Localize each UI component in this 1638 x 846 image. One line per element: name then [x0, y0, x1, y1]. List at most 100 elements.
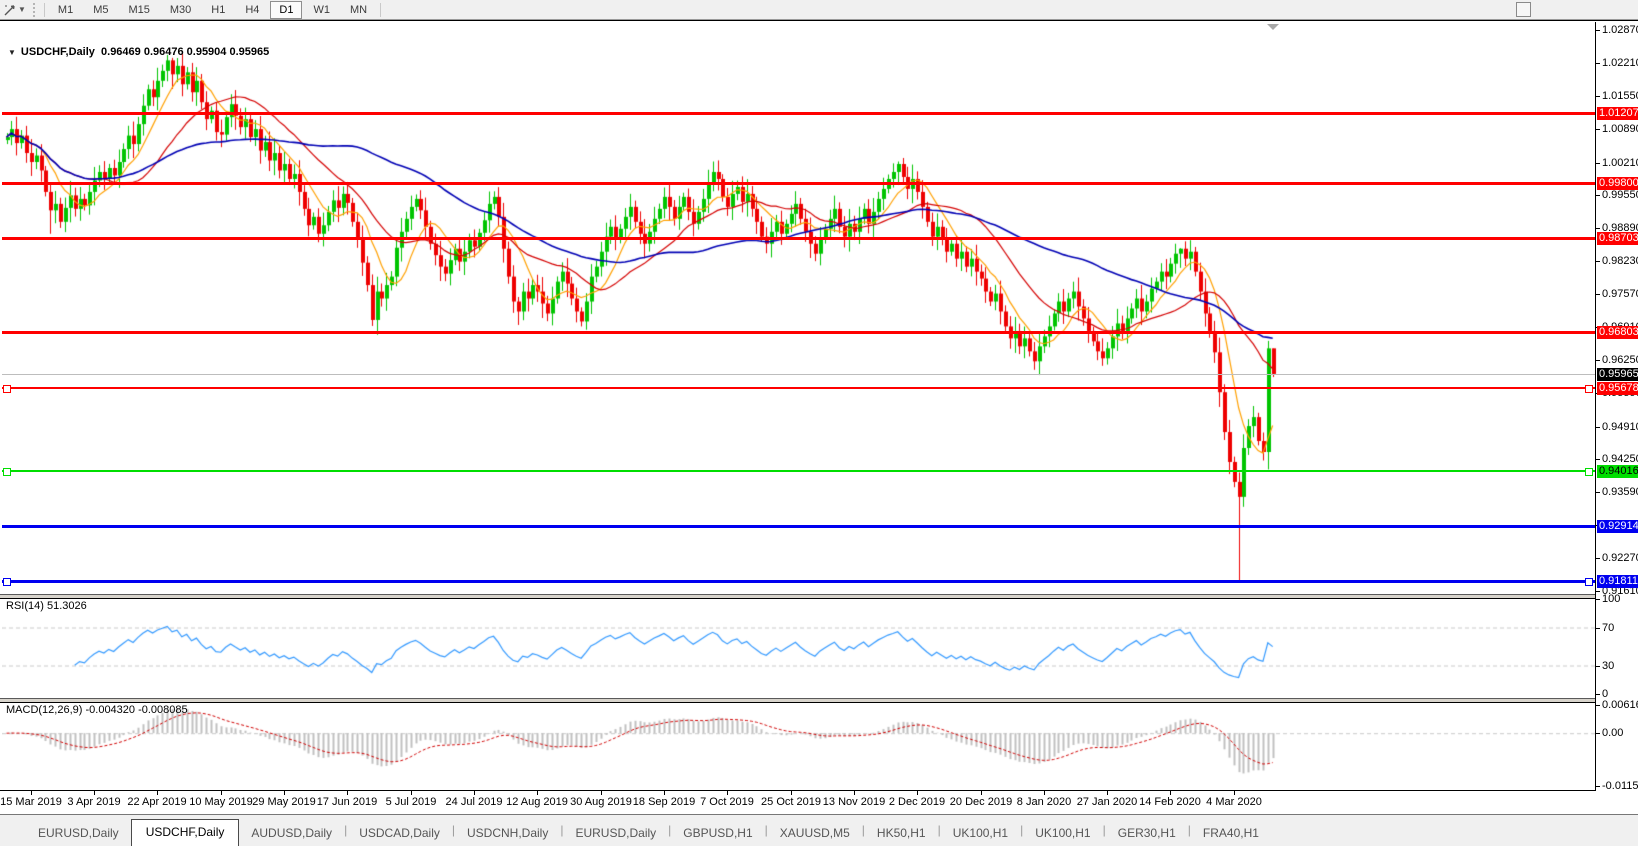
toolbar-separator — [380, 2, 382, 17]
price-hline-0.91811[interactable] — [2, 580, 1595, 583]
macd-name: MACD(12,26,9) — [6, 704, 83, 716]
toolbar-separator — [43, 2, 45, 17]
chart-tab-xauusd-m5[interactable]: XAUUSD,M5 — [779, 826, 850, 840]
axis-label: 1.02210 — [1602, 57, 1638, 69]
time-tick — [94, 791, 95, 795]
timeframe-buttons: M1 M5 M15 M30 H1 H4 D1 W1 MN — [48, 0, 377, 19]
axis-tick — [1596, 666, 1600, 667]
tab-separator: | — [861, 822, 865, 837]
price-hline-0.96803[interactable] — [2, 331, 1595, 334]
chart-dropdown-icon[interactable]: ▼ — [8, 48, 16, 57]
tab-separator: | — [1102, 822, 1106, 837]
axis-tick — [1596, 96, 1600, 97]
time-tick — [1234, 791, 1235, 795]
date-label: 10 May 2019 — [189, 796, 253, 808]
rsi-canvas[interactable] — [2, 599, 1595, 694]
time-tick — [664, 791, 665, 795]
time-tick — [981, 791, 982, 795]
date-label: 5 Jul 2019 — [385, 796, 437, 808]
chart-tab-audusd-daily[interactable]: AUDUSD,Daily — [251, 826, 333, 840]
axis-tick — [1596, 163, 1600, 164]
chart-tab-eurusd-daily[interactable]: EURUSD,Daily — [575, 826, 657, 840]
chart-tab-usdchf-daily[interactable]: USDCHF,Daily — [130, 819, 240, 846]
line-handle[interactable] — [3, 468, 11, 476]
chart-symbol: USDCHF,Daily — [20, 46, 95, 58]
chart-tab-ger30-h1[interactable]: GER30,H1 — [1117, 826, 1176, 840]
price-badge-0.99800: 0.99800 — [1597, 177, 1638, 190]
toolbar-end-grip[interactable] — [1516, 2, 1531, 17]
chart-tab-eurusd-daily[interactable]: EURUSD,Daily — [38, 826, 119, 840]
chevron-down-icon[interactable]: ▼ — [18, 5, 26, 14]
tab-separator: | — [560, 822, 564, 837]
axis-label: 1.02870 — [1602, 24, 1638, 36]
axis-label: 0.97570 — [1602, 288, 1638, 300]
axis-label: 1.00890 — [1602, 123, 1638, 135]
line-handle[interactable] — [3, 385, 11, 393]
line-handle[interactable] — [1585, 468, 1593, 476]
chart-tab-gbpusd-h1[interactable]: GBPUSD,H1 — [683, 826, 753, 840]
macd-label: MACD(12,26,9) -0.004320 -0.008085 — [6, 704, 188, 716]
time-tick — [854, 791, 855, 795]
tab-separator: | — [937, 822, 941, 837]
line-handle[interactable] — [1585, 385, 1593, 393]
pane-splitter[interactable] — [0, 594, 1596, 599]
timeframe-button-h4[interactable]: H4 — [245, 3, 260, 16]
price-hline-1.01207[interactable] — [2, 112, 1595, 115]
cursor-tool-icon[interactable] — [3, 3, 17, 17]
axis-label: 0.92270 — [1602, 552, 1638, 564]
pane-splitter[interactable] — [0, 698, 1596, 703]
axis-tick — [1596, 459, 1600, 460]
chart-tab-hk50-h1[interactable]: HK50,H1 — [876, 826, 926, 840]
window-bottom-border — [0, 814, 1638, 815]
chart-tab-usdcnh-daily[interactable]: USDCNH,Daily — [467, 826, 549, 840]
price-hline-0.94016[interactable] — [2, 470, 1595, 472]
time-tick — [157, 791, 158, 795]
date-label: 14 Feb 2020 — [1139, 796, 1201, 808]
date-label: 7 Oct 2019 — [700, 796, 754, 808]
axis-label: 0.94250 — [1602, 453, 1638, 465]
macd-canvas[interactable] — [2, 703, 1595, 789]
axis-label: 0.99550 — [1602, 189, 1638, 201]
axis-label: 0.94910 — [1602, 421, 1638, 433]
chart-tab-uk100-h1[interactable]: UK100,H1 — [1035, 826, 1091, 840]
axis-tick — [1596, 705, 1600, 706]
timeframe-button-h1[interactable]: H1 — [211, 3, 226, 16]
time-tick — [1107, 791, 1108, 795]
line-handle[interactable] — [3, 578, 11, 586]
timeframe-button-m30[interactable]: M30 — [169, 3, 192, 16]
chart-tab-uk100-h1[interactable]: UK100,H1 — [952, 826, 1009, 840]
price-axis[interactable]: 1.02870 1.02210 1.01550 1.00890 1.00210 0.995… — [1595, 22, 1638, 792]
price-hline-0.99800[interactable] — [2, 182, 1595, 185]
axis-tick — [1596, 261, 1600, 262]
axis-tick — [1596, 63, 1600, 64]
price-hline-0.92914[interactable] — [2, 525, 1595, 528]
line-handle[interactable] — [1585, 578, 1593, 586]
axis-label: -0.011531 — [1602, 780, 1638, 792]
time-tick — [1170, 791, 1171, 795]
date-label: 17 Jun 2019 — [316, 796, 378, 808]
tab-separator: | — [1187, 822, 1191, 837]
axis-tick — [1596, 591, 1600, 592]
axis-label: 0.96250 — [1602, 354, 1638, 366]
chart-shift-marker[interactable] — [1267, 24, 1279, 30]
timeframe-button-w1[interactable]: W1 — [313, 3, 330, 16]
date-label: 20 Dec 2019 — [949, 796, 1013, 808]
macd-values: -0.004320 -0.008085 — [85, 704, 188, 716]
tab-separator: | — [451, 822, 455, 837]
timeframe-button-m5[interactable]: M5 — [93, 3, 109, 16]
toolbar-grip[interactable] — [32, 2, 41, 17]
price-badge-0.91811: 0.91811 — [1597, 575, 1638, 588]
chart-tab-fra40-h1[interactable]: FRA40,H1 — [1202, 826, 1259, 840]
date-label: 13 Nov 2019 — [822, 796, 886, 808]
date-label: 30 Aug 2019 — [570, 796, 632, 808]
date-label: 3 Apr 2019 — [67, 796, 121, 808]
main-chart-canvas[interactable] — [2, 22, 1595, 594]
axis-label: 0.91610 — [1602, 585, 1638, 597]
timeframe-button-mn[interactable]: MN — [349, 3, 368, 16]
chart-tab-usdcad-daily[interactable]: USDCAD,Daily — [359, 826, 440, 840]
timeframe-button-m15[interactable]: M15 — [128, 3, 150, 16]
price-hline-0.98703[interactable] — [2, 237, 1595, 240]
price-hline-0.95678[interactable] — [2, 387, 1595, 389]
timeframe-button-d1[interactable]: D1 — [270, 0, 303, 19]
timeframe-button-m1[interactable]: M1 — [57, 3, 74, 16]
